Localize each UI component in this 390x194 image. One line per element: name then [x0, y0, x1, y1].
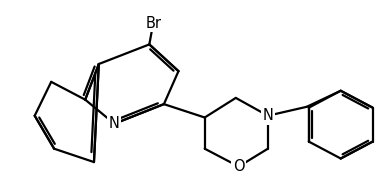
- Text: N: N: [262, 108, 273, 123]
- Text: N: N: [109, 116, 120, 131]
- Text: O: O: [233, 159, 245, 174]
- Text: Br: Br: [145, 16, 161, 30]
